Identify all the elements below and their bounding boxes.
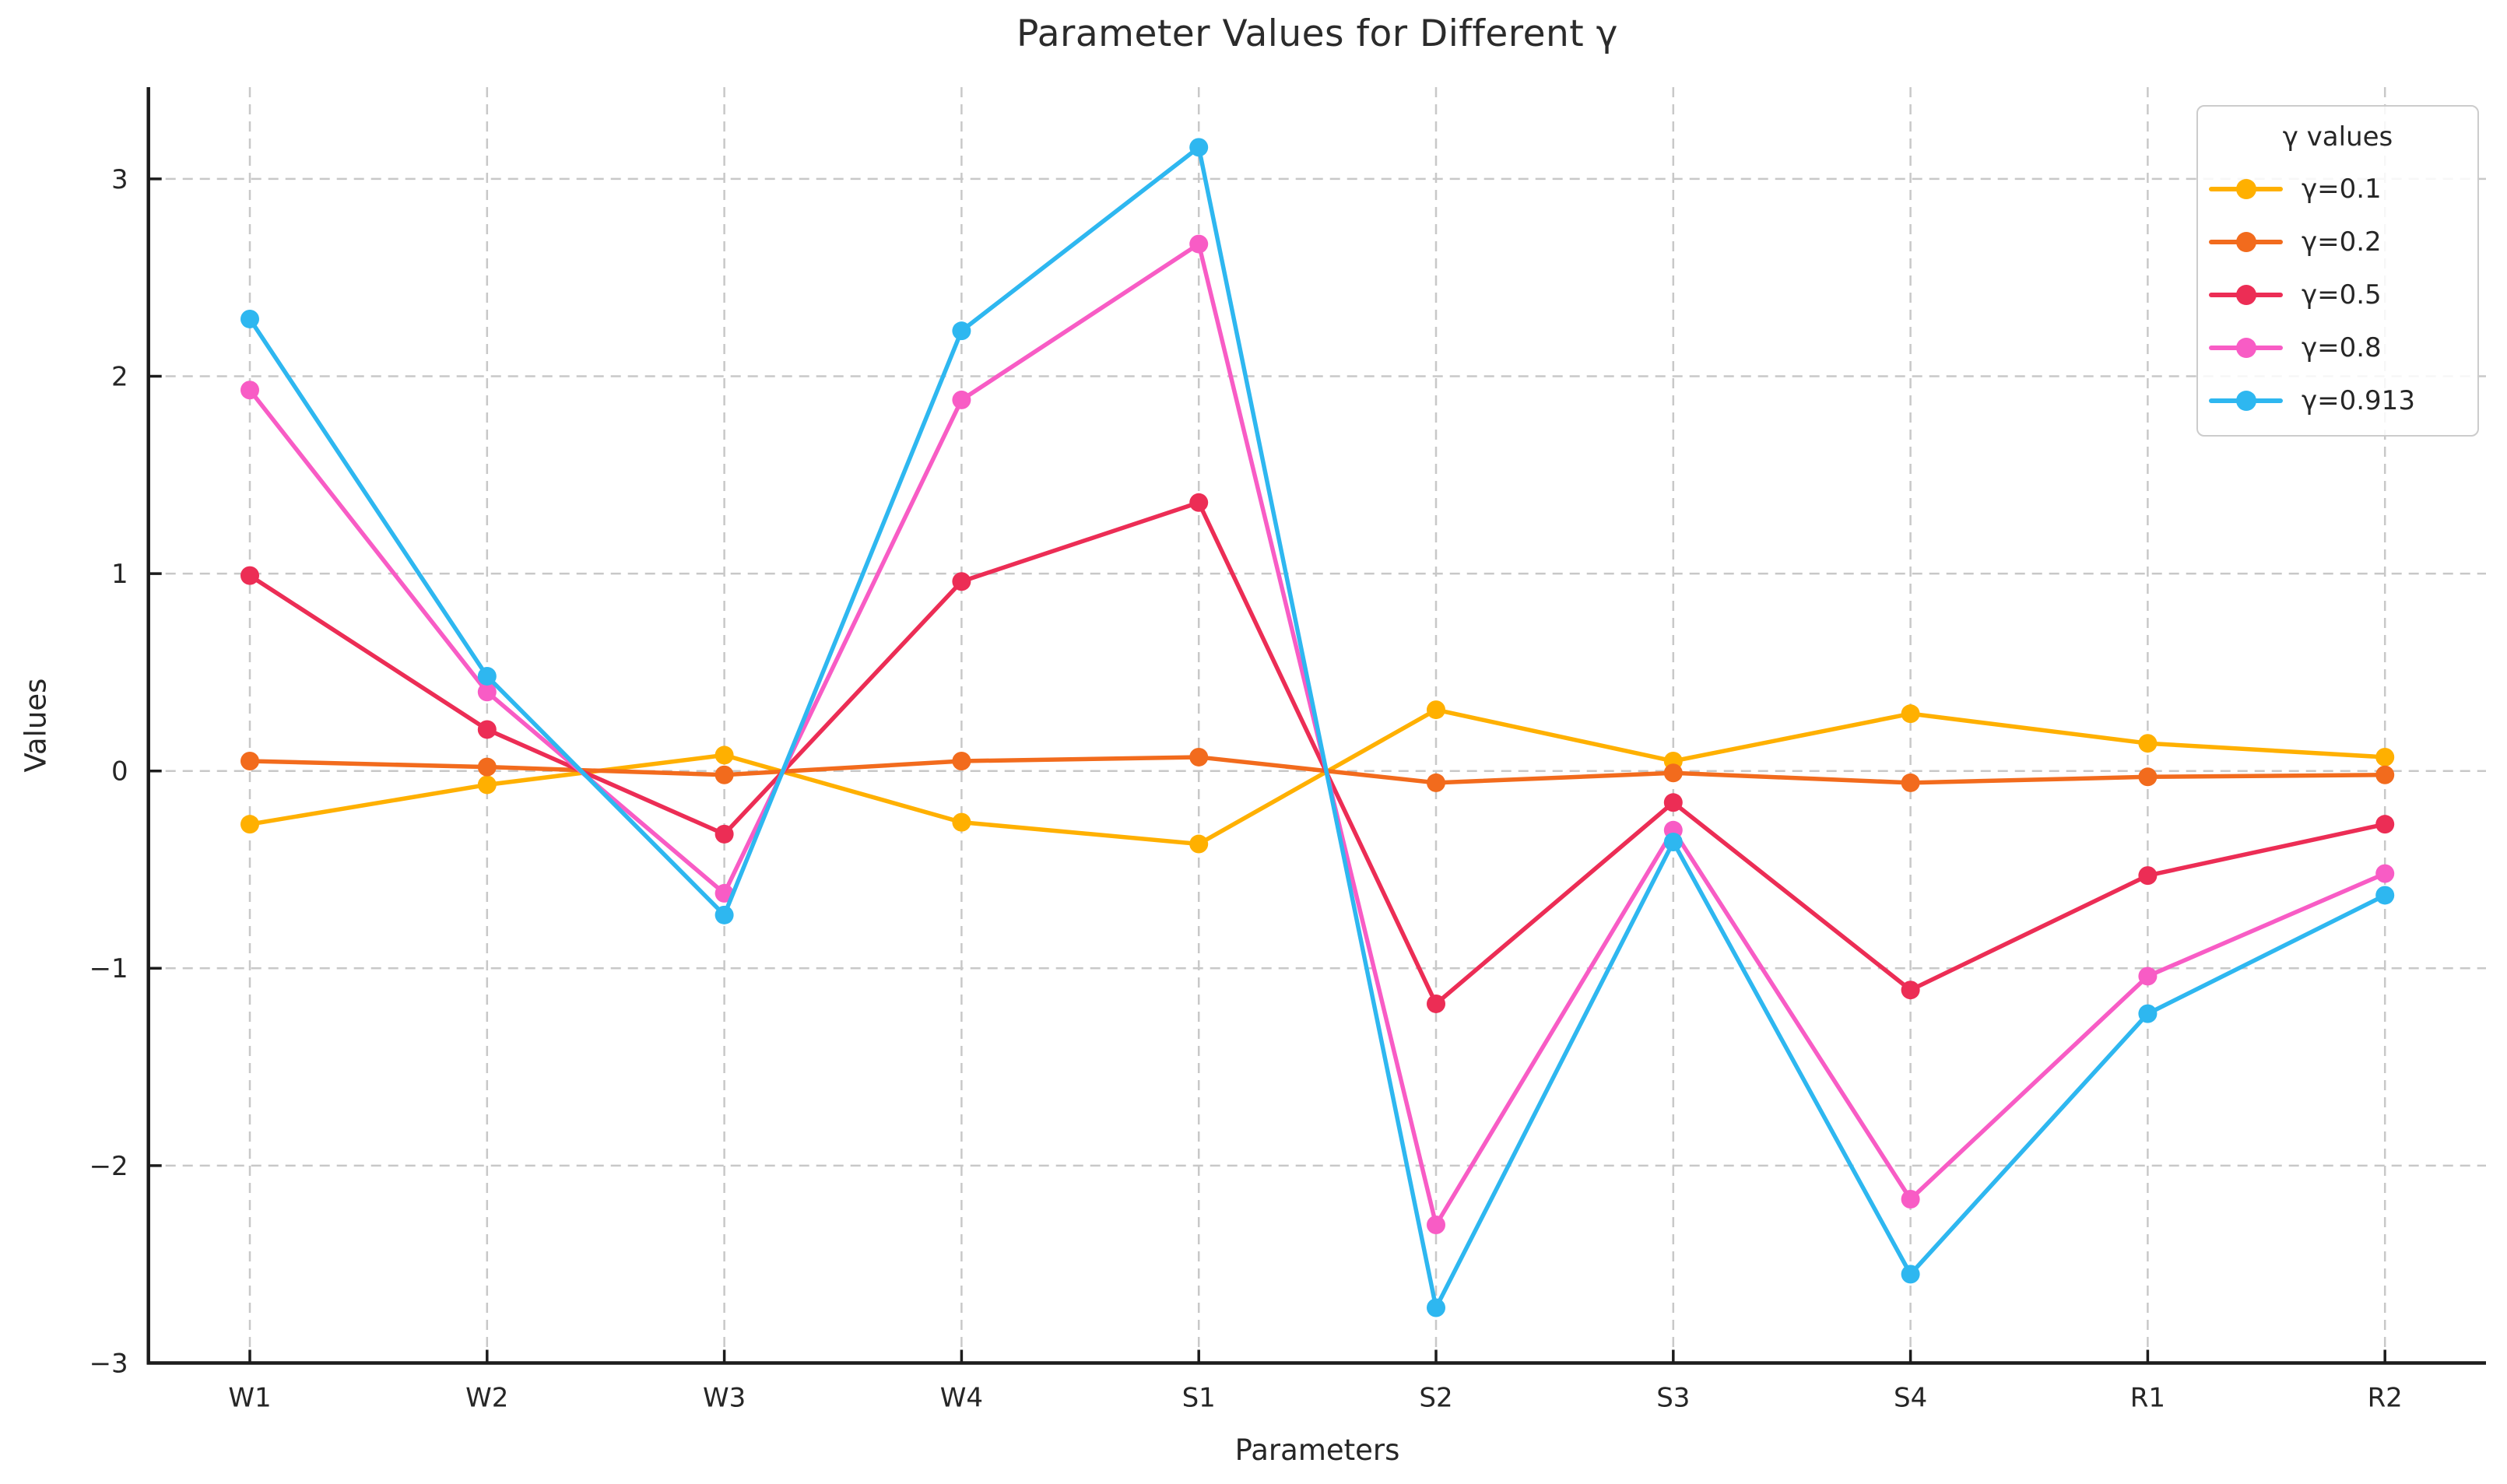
data-point-marker — [2375, 886, 2395, 905]
data-point-marker — [1901, 773, 1920, 792]
data-point-marker — [1901, 704, 1920, 724]
data-point-marker — [952, 572, 971, 591]
data-point-marker — [2138, 1004, 2158, 1023]
legend-marker-icon — [2209, 285, 2283, 305]
legend-title: γ values — [2282, 121, 2393, 153]
x-axis-label: Parameters — [1234, 1433, 1400, 1467]
data-point-marker — [1663, 763, 1683, 783]
data-point-marker — [241, 309, 259, 328]
data-point-marker — [952, 752, 971, 771]
x-tick-label: W3 — [703, 1383, 746, 1414]
x-tick-label: S1 — [1182, 1383, 1216, 1414]
data-point-marker — [2375, 765, 2395, 784]
legend-dot-swatch — [2236, 338, 2256, 358]
legend-item-label: γ=0.2 — [2302, 226, 2382, 258]
data-point-marker — [241, 752, 259, 771]
data-point-marker — [1427, 700, 1445, 720]
series-line — [248, 145, 2387, 1310]
y-tick-label: −3 — [90, 1348, 128, 1379]
legend-dot-swatch — [2236, 232, 2256, 252]
x-tick-label: S2 — [1419, 1383, 1452, 1414]
legend-item-label: γ=0.1 — [2302, 174, 2382, 205]
data-point-marker — [1427, 1298, 1445, 1317]
data-point-marker — [1189, 493, 1209, 512]
legend-item-label: γ=0.913 — [2302, 385, 2415, 416]
legend-item: γ=0.1 — [2198, 163, 2477, 216]
legend-dot-swatch — [2236, 391, 2256, 411]
y-tick-label: −1 — [90, 953, 128, 984]
data-point-marker — [2375, 864, 2395, 883]
data-point-marker — [1901, 1265, 1920, 1284]
y-tick-label: −2 — [90, 1151, 128, 1182]
legend-item: γ=0.913 — [2198, 374, 2477, 427]
legend-marker-icon — [2209, 391, 2283, 411]
data-point-marker — [715, 765, 734, 784]
data-point-marker — [477, 666, 497, 686]
data-point-marker — [2138, 866, 2158, 886]
data-point-marker — [2138, 767, 2158, 787]
legend-marker-icon — [2209, 232, 2283, 252]
data-point-marker — [1189, 747, 1209, 767]
legend-dot-swatch — [2236, 179, 2256, 199]
data-point-marker — [2138, 967, 2158, 986]
x-tick-label: S4 — [1894, 1383, 1927, 1414]
data-point-marker — [952, 321, 971, 341]
x-tick-label: W1 — [228, 1383, 271, 1414]
data-point-marker — [1901, 981, 1920, 1000]
data-point-marker — [715, 824, 734, 844]
data-point-marker — [477, 682, 497, 702]
data-point-marker — [715, 905, 734, 924]
data-point-marker — [1427, 994, 1445, 1013]
data-point-marker — [2138, 734, 2158, 753]
data-point-marker — [1427, 1215, 1445, 1234]
y-tick-label: 0 — [111, 756, 128, 788]
data-point-marker — [2375, 747, 2395, 767]
legend-item: γ=0.8 — [2198, 321, 2477, 374]
data-point-marker — [241, 381, 259, 400]
series-line — [248, 755, 2387, 785]
series-line — [248, 500, 2387, 1006]
legend-item-label: γ=0.8 — [2302, 332, 2382, 363]
data-point-marker — [477, 720, 497, 739]
data-point-marker — [477, 775, 497, 795]
data-point-marker — [1663, 832, 1683, 851]
data-point-marker — [952, 390, 971, 409]
data-point-marker — [1663, 793, 1683, 812]
legend-marker-icon — [2209, 179, 2283, 199]
y-axis-label: Values — [19, 678, 53, 773]
data-point-marker — [241, 566, 259, 585]
x-tick-label: R2 — [2368, 1383, 2403, 1414]
data-point-marker — [1427, 773, 1445, 792]
data-point-marker — [477, 757, 497, 777]
data-point-marker — [1901, 1190, 1920, 1209]
legend-item-label: γ=0.5 — [2302, 279, 2382, 310]
data-point-marker — [1189, 138, 1209, 157]
data-point-marker — [1189, 234, 1209, 254]
data-point-marker — [1189, 834, 1209, 854]
x-tick-label: R1 — [2130, 1383, 2165, 1414]
y-tick-label: 3 — [111, 164, 128, 195]
legend-marker-icon — [2209, 338, 2283, 358]
x-tick-label: W4 — [940, 1383, 983, 1414]
legend: γ values γ=0.1 γ=0.2 γ=0.5 — [2196, 105, 2479, 437]
chart-title: Parameter Values for Different γ — [1016, 12, 1618, 55]
data-point-marker — [952, 812, 971, 832]
data-point-marker — [715, 746, 734, 765]
legend-item: γ=0.5 — [2198, 268, 2477, 321]
legend-item: γ=0.2 — [2198, 216, 2477, 268]
data-point-marker — [2375, 815, 2395, 834]
legend-dot-swatch — [2236, 285, 2256, 305]
x-tick-label: S3 — [1656, 1383, 1690, 1414]
y-tick-label: 2 — [111, 361, 128, 392]
y-tick-label: 1 — [111, 559, 128, 590]
data-point-marker — [241, 815, 259, 834]
x-tick-label: W2 — [465, 1383, 508, 1414]
